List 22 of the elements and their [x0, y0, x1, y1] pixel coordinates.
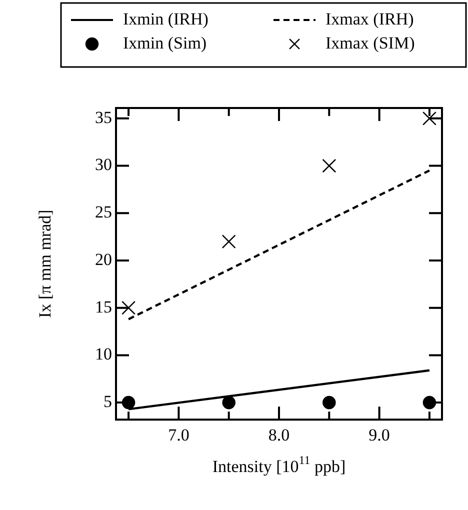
y-tick-label: 30: [95, 155, 112, 174]
legend-label: Ixmax (SIM): [326, 33, 415, 52]
point: [322, 158, 336, 173]
y-tick-label: 10: [95, 344, 112, 364]
point: [222, 396, 236, 410]
point: [322, 396, 336, 410]
legend-label: Ixmin (Sim): [123, 33, 207, 52]
y-axis-title: Ix [π mm mrad]: [35, 210, 54, 318]
x-tick-label: 9.0: [368, 425, 390, 444]
y-tick-label: 25: [95, 202, 112, 222]
x-tick-label: 7.0: [168, 425, 190, 444]
point: [422, 111, 436, 126]
y-tick-label: 15: [95, 297, 112, 316]
y-tick-label: 35: [95, 108, 112, 127]
point: [222, 234, 236, 249]
legend-label: Ixmax (IRH): [326, 9, 414, 28]
point: [422, 396, 436, 410]
y-tick-label: 20: [95, 250, 112, 269]
point: [122, 300, 136, 315]
legend-label: Ixmin (IRH): [123, 9, 208, 28]
y-tick-label: 5: [104, 392, 112, 412]
x-tick-label: 8.0: [268, 425, 290, 444]
